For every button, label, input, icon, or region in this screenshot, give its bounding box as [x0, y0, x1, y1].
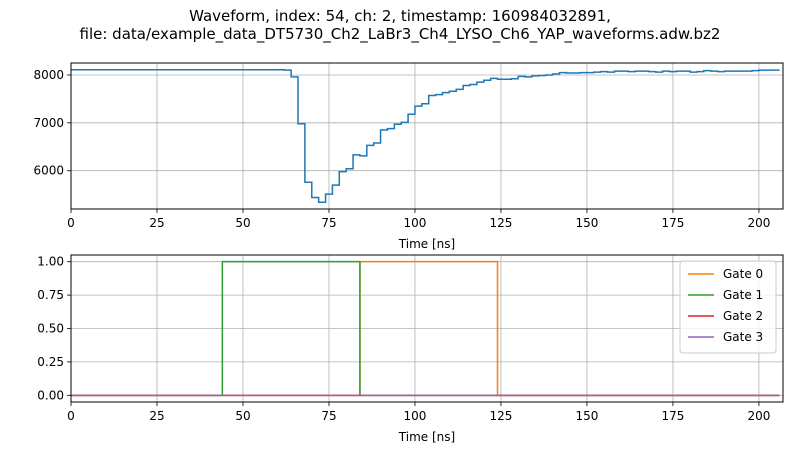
waveform-x-tick-label: 125: [489, 216, 512, 230]
waveform-series: [71, 68, 780, 204]
gates-y-tick-label: 1.00: [37, 255, 64, 269]
waveform-y-tick-label: 8000: [33, 68, 64, 82]
gates-grid: [70, 255, 783, 402]
gates-y-tick-label: 0.25: [37, 355, 64, 369]
gates-xlabel: Time [ns]: [398, 430, 455, 444]
gates-x-tick-label: 75: [321, 409, 336, 423]
gates-legend: Gate 0 Gate 1 Gate 2 Gate 3: [679, 260, 777, 354]
figure-title-line-1: Waveform, index: 54, ch: 2, timestamp: 1…: [189, 7, 611, 25]
waveform-y-tick-label: 7000: [33, 116, 64, 130]
gates-panel: 0 25 50 75 100 125 150 175 200 0.00 0.25 0.50 0.75 1.…: [37, 254, 784, 444]
waveform-x-tick-label: 175: [661, 216, 684, 230]
gates-series: [71, 260, 780, 397]
gates-y-tick-label: 0.00: [37, 388, 64, 402]
gates-x-tick-label: 200: [747, 409, 770, 423]
gates-x-tick-label: 175: [661, 409, 684, 423]
gates-x-tick-label: 0: [67, 409, 75, 423]
waveform-x-tick-label: 100: [404, 216, 427, 230]
legend-label-gate-0: Gate 0: [723, 267, 763, 281]
waveform-axes-frame: [70, 62, 784, 210]
legend-label-gate-3: Gate 3: [723, 330, 763, 344]
waveform-y-tick-label: 6000: [33, 164, 64, 178]
gates-x-tick-label: 125: [489, 409, 512, 423]
waveform-x-tick-label: 50: [235, 216, 250, 230]
figure-title-line-2: file: data/example_data_DT5730_Ch2_LaBr3…: [80, 25, 721, 44]
legend-label-gate-2: Gate 2: [723, 309, 763, 323]
waveform-xlabel: Time [ns]: [398, 237, 455, 251]
gates-x-tick-label: 50: [235, 409, 250, 423]
waveform-panel: 0 25 50 75 100 125 150 175 200 6000 7000 8000 Time …: [33, 62, 784, 251]
waveform-x-tick-label: 0: [67, 216, 75, 230]
legend-box: [679, 260, 777, 354]
waveform-x-tick-label: 150: [575, 216, 598, 230]
legend-label-gate-1: Gate 1: [723, 288, 763, 302]
waveform-grid: [70, 63, 783, 209]
gates-x-tick-label: 25: [149, 409, 164, 423]
gates-y-tick-label: 0.50: [37, 322, 64, 336]
waveform-x-tick-label: 75: [321, 216, 336, 230]
gates-x-tick-label: 150: [575, 409, 598, 423]
waveform-x-tick-label: 200: [747, 216, 770, 230]
waveform-ticks: 0 25 50 75 100 125 150 175 200 6000 7000 8000: [33, 68, 770, 230]
series-line-waveform: [71, 68, 780, 204]
gates-y-tick-label: 0.75: [37, 288, 64, 302]
gates-x-tick-label: 100: [404, 409, 427, 423]
gates-ticks: 0 25 50 75 100 125 150 175 200 0.00 0.25 0.50 0.75 1.…: [37, 255, 770, 423]
waveform-x-tick-label: 25: [149, 216, 164, 230]
